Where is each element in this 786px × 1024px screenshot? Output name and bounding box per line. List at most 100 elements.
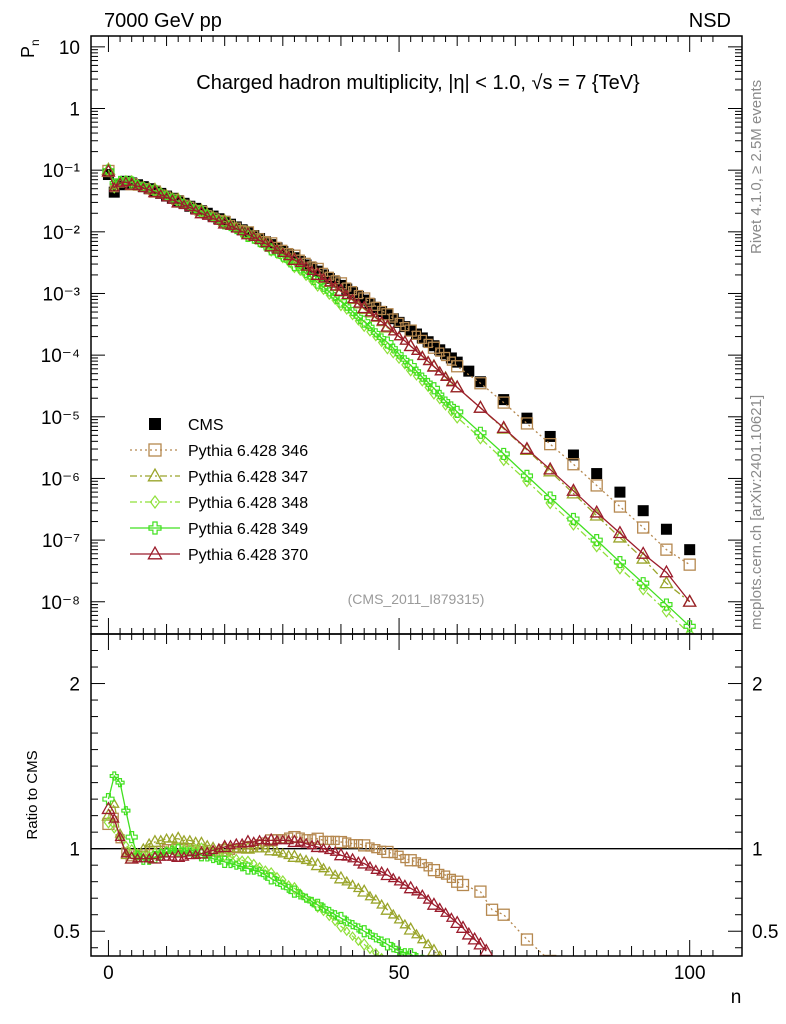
data-point <box>300 854 312 865</box>
data-point <box>311 898 324 911</box>
legend-label: Pythia 6.428 346 <box>188 443 308 460</box>
data-point <box>473 400 488 413</box>
data-point <box>376 898 388 909</box>
plot-title: Charged hadron multiplicity, |η| < 1.0, … <box>196 72 640 94</box>
data-point <box>411 857 422 867</box>
data-point <box>219 848 230 862</box>
series-pythia-6-428-346 <box>102 812 579 986</box>
data-point <box>381 845 394 859</box>
data-point <box>365 322 375 332</box>
data-point <box>366 944 374 955</box>
data-point <box>279 875 287 886</box>
y-tick-label-main: 10⁻⁶ <box>41 469 80 490</box>
data-point <box>450 379 465 393</box>
legend-marker <box>148 443 162 457</box>
x-tick-label: 0 <box>103 963 114 984</box>
data-point <box>417 858 427 869</box>
data-point <box>329 280 341 291</box>
data-point <box>365 842 375 852</box>
data-point <box>294 836 306 846</box>
data-point <box>544 954 557 956</box>
data-point <box>143 183 155 194</box>
data-point <box>201 210 213 220</box>
data-point <box>306 265 318 276</box>
data-point <box>255 861 264 872</box>
data-point <box>637 521 650 534</box>
data-point <box>101 801 116 815</box>
data-point <box>271 834 283 845</box>
legend-label: CMS <box>188 417 224 434</box>
data-point <box>358 839 371 852</box>
legend-marker <box>148 521 162 535</box>
data-point <box>110 823 118 834</box>
data-point <box>347 879 359 889</box>
data-point <box>161 851 173 861</box>
data-point <box>224 220 237 230</box>
data-point <box>155 851 167 861</box>
data-point <box>519 441 535 455</box>
data-point <box>310 857 325 871</box>
data-point <box>637 577 650 590</box>
data-point <box>394 850 404 860</box>
main-data-marks <box>101 161 697 634</box>
data-point <box>306 839 318 850</box>
data-point <box>426 897 442 910</box>
data-point <box>310 267 325 280</box>
data-point <box>242 227 254 239</box>
data-point <box>497 908 510 921</box>
data-point <box>147 184 163 198</box>
data-point <box>404 854 417 867</box>
data-point <box>404 948 417 956</box>
y-axis-label-ratio: Ratio to CMS <box>24 750 41 839</box>
series-pythia-6-428-348 <box>103 164 695 634</box>
data-point <box>248 842 260 853</box>
data-point <box>370 311 382 322</box>
data-point <box>171 194 186 208</box>
data-point <box>568 975 579 986</box>
data-point <box>232 853 241 864</box>
data-point <box>613 555 627 569</box>
data-point <box>254 842 266 853</box>
data-point <box>410 928 423 939</box>
data-point <box>591 468 603 480</box>
data-point <box>341 289 353 299</box>
data-point <box>334 295 348 308</box>
data-point <box>543 461 558 475</box>
data-point <box>370 302 382 314</box>
data-point <box>173 842 184 856</box>
series-pythia-6-428-370 <box>101 163 697 607</box>
data-point <box>161 191 173 202</box>
data-point <box>474 376 486 388</box>
data-point <box>475 431 486 445</box>
series-pythia-6-428-348 <box>103 815 389 956</box>
data-point <box>394 946 404 956</box>
data-point <box>347 287 359 299</box>
data-point <box>440 870 451 880</box>
data-point <box>236 225 248 236</box>
data-point <box>567 458 580 471</box>
y-tick-label-main: 10⁻⁷ <box>42 531 80 552</box>
data-point <box>637 505 649 517</box>
legend-marker <box>147 545 163 560</box>
y-tick-label-ratio: 1 <box>69 840 80 861</box>
data-point <box>214 855 224 865</box>
data-point <box>590 479 603 492</box>
y-tick-label-main: 10⁻¹ <box>43 161 81 182</box>
data-point <box>381 938 394 951</box>
data-point <box>364 860 376 871</box>
legend-entry: Pythia 6.428 370 <box>130 545 308 564</box>
data-point <box>428 340 440 352</box>
data-point <box>387 908 399 919</box>
data-point <box>137 852 149 863</box>
data-point <box>300 260 312 271</box>
data-point <box>372 947 380 956</box>
data-point <box>237 862 247 872</box>
data-point <box>682 594 697 607</box>
data-point <box>684 627 695 634</box>
data-point <box>225 858 236 869</box>
data-point <box>387 872 399 883</box>
data-point <box>370 893 382 904</box>
data-point <box>566 485 581 499</box>
data-point <box>178 834 190 845</box>
data-point <box>311 276 324 289</box>
